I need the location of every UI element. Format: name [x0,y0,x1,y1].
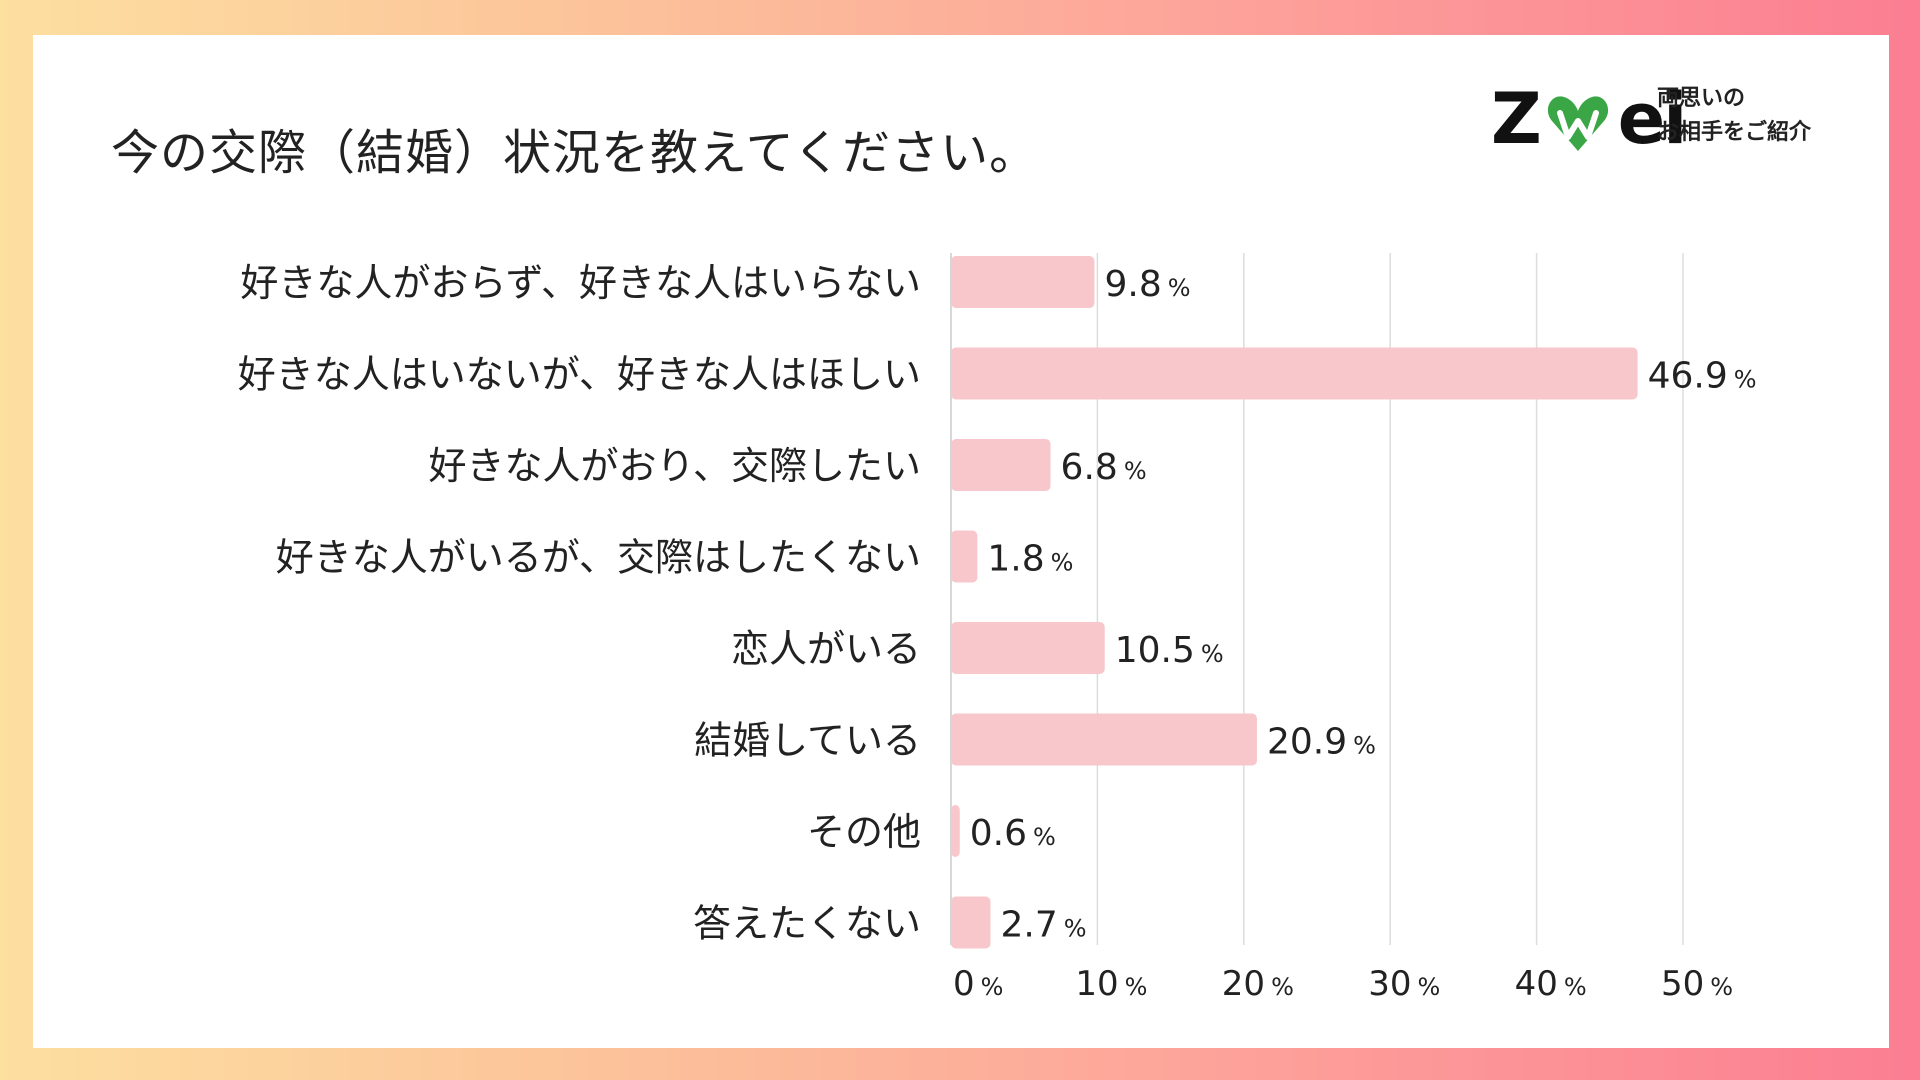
value-number-4: 10.5 [1115,630,1195,671]
chart-title: 今の交際（結婚）状況を教えてください。 [111,125,1039,181]
category-label-3: 好きな人がいるが、交際はしたくない [276,536,921,580]
logo-letter-z: Z [1491,78,1542,160]
x-tick-label-10: 10% [1075,964,1147,1004]
value-unit-3: % [1051,549,1074,577]
x-tick-unit-20: % [1271,973,1294,1001]
bar-3 [951,530,978,583]
category-label-2: 好きな人がおり、交際したい [429,444,921,488]
tagline-line-2: お相手をご紹介 [1657,119,1812,145]
value-label-3: 1.8% [987,539,1073,580]
bar-2 [951,439,1051,491]
value-unit-5: % [1353,732,1376,760]
bar-1 [951,347,1638,400]
logo-letters-ei: ei [1617,78,1687,160]
value-unit-1: % [1734,366,1757,394]
value-number-0: 9.8 [1104,264,1161,305]
value-label-1: 46.9% [1648,356,1757,397]
value-unit-6: % [1033,823,1056,851]
category-label-1: 好きな人はいないが、好きな人はほしい [238,353,921,397]
value-label-5: 20.9% [1267,722,1376,763]
bar-4 [951,622,1105,674]
bar-chart: 好きな人がおらず、好きな人はいらない 9.8 % 好きな人はいないが、好きな人はほしい… [238,253,1757,1004]
value-unit-7: % [1064,915,1087,943]
value-label-7: 2.7% [1001,905,1087,946]
category-label-0: 好きな人がおらず、好きな人はいらない [240,261,921,305]
value-label-6: 0.6% [970,813,1056,854]
x-tick-unit-40: % [1564,973,1587,1001]
x-tick-label-50: 50% [1661,964,1733,1004]
value-number-1: 46.9 [1648,356,1728,397]
value-number-6: 0.6 [970,813,1027,854]
x-tick-unit-50: % [1710,973,1733,1001]
bar-5 [951,713,1257,766]
value-number-7: 2.7 [1001,905,1058,946]
category-label-5: 結婚している [694,719,921,763]
value-label-2: 6.8% [1061,447,1147,488]
x-tick-unit-0: % [981,973,1004,1001]
value-label-0: 9.8% [1104,264,1190,305]
x-tick-label-40: 40% [1515,964,1587,1004]
bar-0 [951,256,1095,308]
x-tick-label-20: 20% [1222,964,1294,1004]
x-tick-number-50: 50 [1661,964,1704,1004]
value-number-3: 1.8 [987,539,1044,580]
value-unit-4: % [1201,640,1224,668]
value-unit-2: % [1124,457,1147,485]
x-tick-label-30: 30% [1368,964,1440,1004]
value-number-2: 6.8 [1061,447,1118,488]
value-number-5: 20.9 [1267,722,1347,763]
x-tick-number-30: 30 [1368,964,1411,1004]
bar-6 [951,805,960,857]
bar-7 [951,896,991,949]
category-label-7: 答えたくない [693,902,921,946]
tagline-line-1: 両思いの [1657,85,1746,111]
value-unit-0: % [1168,274,1191,302]
value-label-4: 10.5% [1115,630,1224,671]
logo-tagline: 両思いの お相手をご紹介 [1657,81,1811,149]
x-tick-label-0: 0% [953,964,1003,1004]
category-label-6: その他 [807,810,921,854]
x-tick-number-40: 40 [1515,964,1558,1004]
x-tick-number-10: 10 [1075,964,1118,1004]
x-tick-unit-10: % [1125,973,1148,1001]
category-label-4: 恋人がいる [731,627,921,671]
x-tick-number-20: 20 [1222,964,1265,1004]
x-tick-unit-30: % [1417,973,1440,1001]
x-tick-number-0: 0 [953,964,975,1004]
heart-w-icon [1547,96,1609,151]
